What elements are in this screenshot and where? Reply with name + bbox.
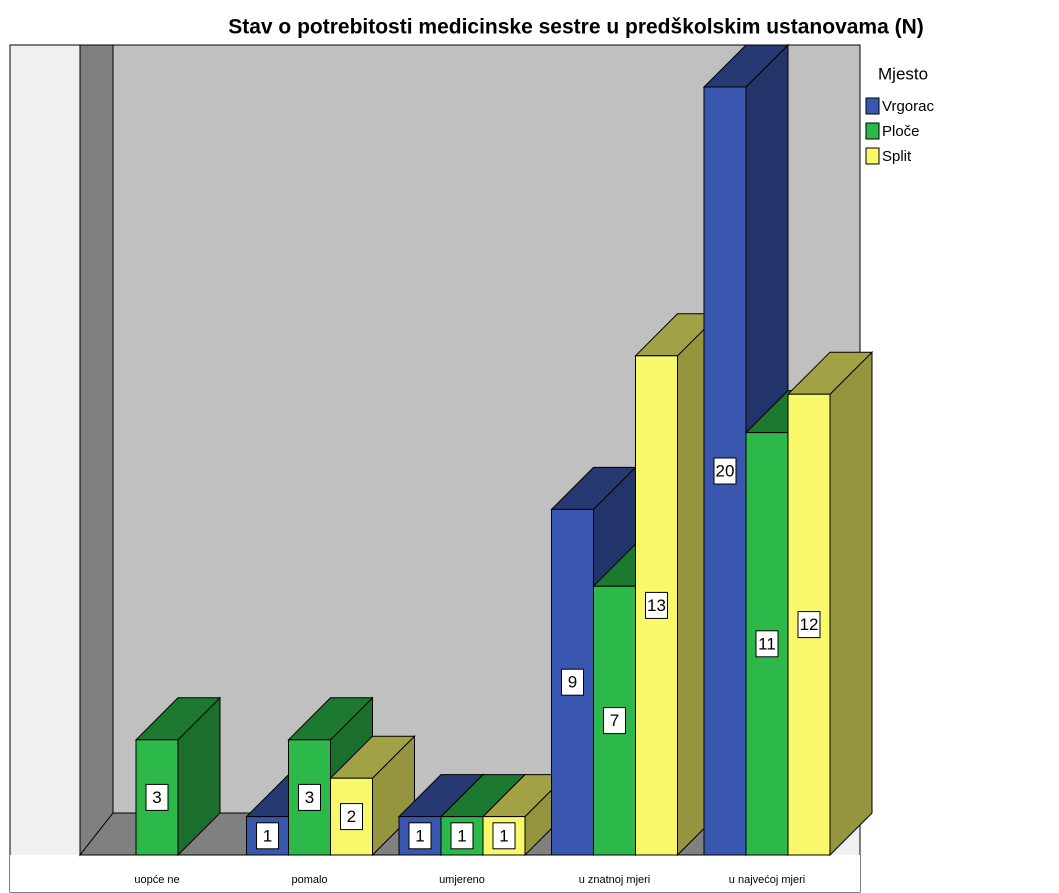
bar-side bbox=[829, 350, 873, 857]
x-tick-label: u najvećoj mjeri bbox=[729, 874, 805, 886]
legend-swatch bbox=[865, 97, 880, 115]
legend-swatch bbox=[865, 122, 880, 140]
x-tick-label: u znatnoj mjeri bbox=[579, 874, 651, 886]
legend-label: Vrgorac bbox=[882, 98, 934, 115]
value-label: 7 bbox=[610, 711, 619, 730]
value-label: 1 bbox=[263, 826, 272, 845]
left-wall bbox=[79, 44, 114, 857]
x-tick-label: uopće ne bbox=[134, 874, 179, 886]
value-label: 1 bbox=[415, 826, 424, 845]
value-label-box bbox=[340, 803, 363, 831]
value-label-box bbox=[408, 822, 432, 850]
legend-title: Mjesto bbox=[878, 64, 928, 83]
label-area bbox=[10, 855, 860, 892]
legend-label: Ploče bbox=[882, 123, 920, 140]
value-label: 9 bbox=[568, 673, 577, 692]
value-label: 11 bbox=[758, 634, 776, 653]
bar-front bbox=[703, 86, 747, 856]
value-label: 12 bbox=[800, 615, 819, 634]
value-label-box bbox=[713, 457, 737, 485]
value-label-box bbox=[256, 822, 279, 850]
value-label-box bbox=[755, 630, 779, 658]
value-label-box bbox=[145, 783, 169, 811]
chart-title: Stav o potrebitosti medicinske sestre u … bbox=[228, 16, 924, 39]
value-label: 3 bbox=[305, 788, 314, 807]
value-label: 2 bbox=[347, 807, 356, 826]
value-label: 3 bbox=[152, 788, 161, 807]
legend-swatch bbox=[865, 147, 880, 165]
x-tick-label: pomalo bbox=[291, 874, 327, 886]
x-tick-label: umjereno bbox=[439, 874, 485, 886]
value-label: 1 bbox=[457, 826, 466, 845]
value-label-box bbox=[298, 783, 321, 811]
value-label-box bbox=[645, 591, 668, 619]
value-label: 13 bbox=[647, 596, 666, 615]
legend-label: Split bbox=[882, 148, 912, 165]
value-label: 20 bbox=[716, 461, 735, 480]
value-label-box bbox=[797, 611, 821, 639]
value-label-box bbox=[561, 668, 584, 696]
bar bbox=[786, 350, 874, 857]
value-label-box bbox=[603, 707, 626, 735]
value-label-box bbox=[450, 822, 474, 850]
value-label: 1 bbox=[499, 826, 508, 845]
value-label-box bbox=[492, 822, 516, 850]
